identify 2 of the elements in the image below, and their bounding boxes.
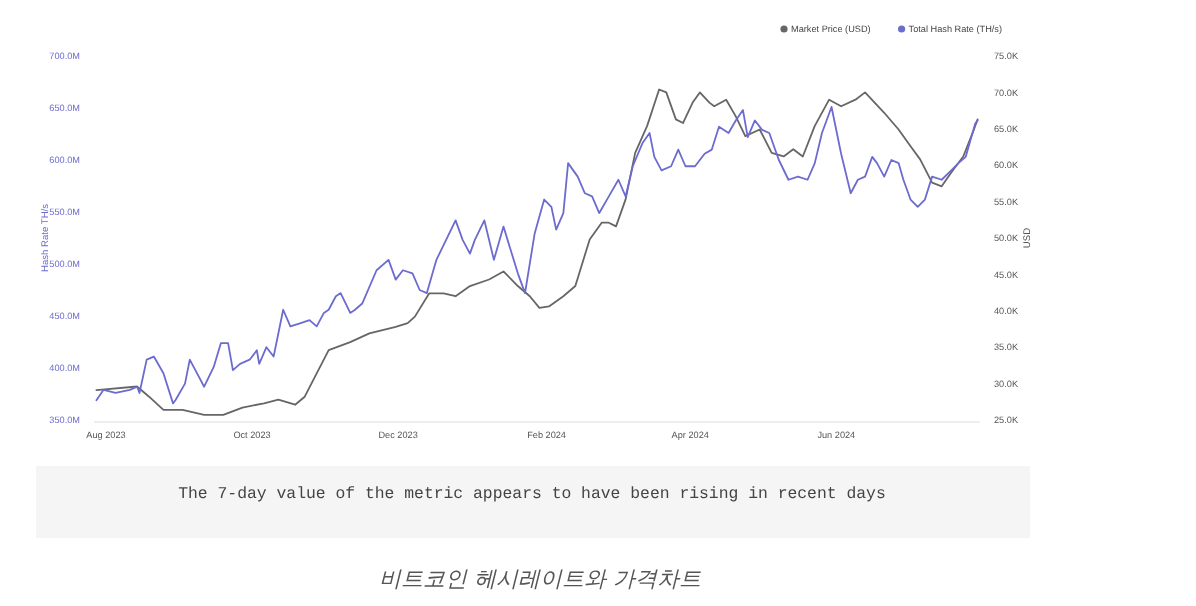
text: The 7-day value of the metric appears to have been rising in recent days [178,486,886,504]
text: 비트코인 헤시레이트와 가격차트 [379,566,701,592]
